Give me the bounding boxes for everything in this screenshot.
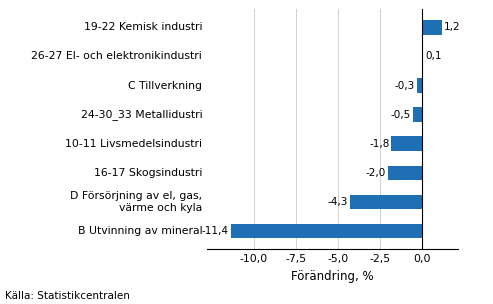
Text: -2,0: -2,0 <box>366 168 386 178</box>
Bar <box>413 107 422 122</box>
Text: 0,1: 0,1 <box>425 51 442 61</box>
Bar <box>391 136 422 151</box>
Bar <box>422 20 442 35</box>
Bar <box>350 195 422 209</box>
Text: 1,2: 1,2 <box>444 22 460 32</box>
Bar <box>417 78 422 93</box>
Text: -4,3: -4,3 <box>327 197 348 207</box>
Bar <box>231 224 422 238</box>
Text: -11,4: -11,4 <box>202 226 229 236</box>
Text: -0,5: -0,5 <box>391 110 411 120</box>
X-axis label: Förändring, %: Förändring, % <box>291 270 374 283</box>
Text: -0,3: -0,3 <box>394 81 415 91</box>
Text: -1,8: -1,8 <box>369 139 389 149</box>
Text: Källa: Statistikcentralen: Källa: Statistikcentralen <box>5 291 130 301</box>
Bar <box>388 166 422 180</box>
Bar <box>422 49 423 64</box>
